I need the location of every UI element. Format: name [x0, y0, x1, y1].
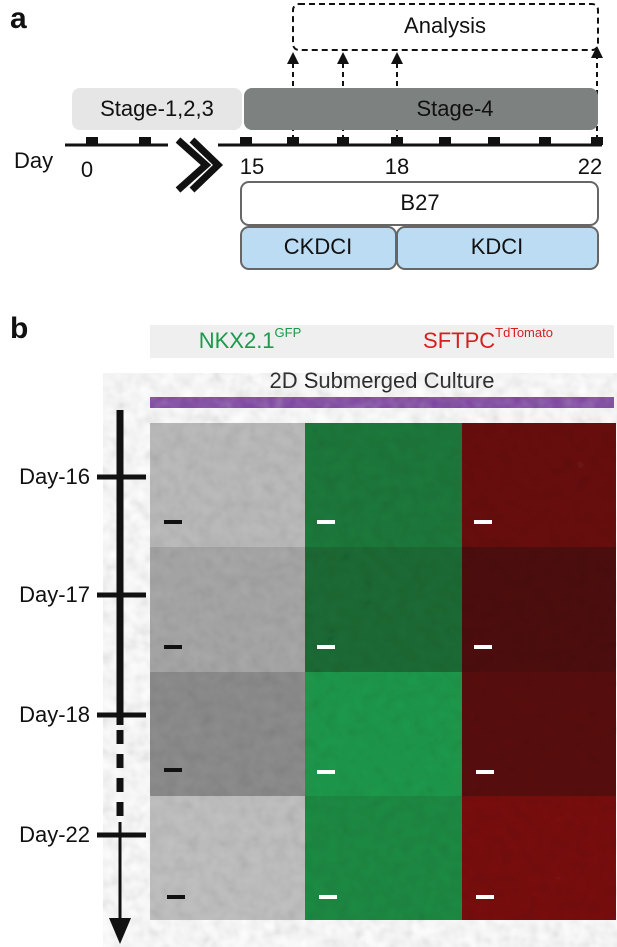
day-row-label: Day-16 [19, 464, 90, 489]
day-row-label: Day-17 [19, 582, 90, 607]
marker-text: SFTPCTdTomato [423, 325, 553, 352]
panel-label: b [10, 312, 28, 345]
day-row-label: Day-22 [19, 822, 90, 847]
medium-text: B27 [400, 190, 439, 215]
scale-bars [164, 520, 494, 899]
day-tick: 18 [385, 154, 409, 179]
stage-box [244, 88, 598, 130]
day-label: Day [14, 148, 53, 173]
medium-box [396, 226, 599, 270]
stage-box [72, 88, 242, 130]
day-row-label: Day-18 [19, 702, 90, 727]
marker-header [150, 325, 614, 358]
marker-sup: GFP [275, 325, 302, 340]
culture-text: 2D Submerged Culture [269, 368, 494, 393]
medium-text: KDCI [471, 234, 524, 259]
timeline-ticks [86, 137, 603, 145]
timeline-break [168, 130, 224, 202]
marker-name: SFTPC [423, 328, 495, 353]
medium-box [240, 181, 599, 226]
marker-text: NKX2.1GFP [199, 325, 302, 352]
day-tick: 22 [578, 154, 602, 179]
marker-sup: TdTomato [495, 325, 553, 340]
day-tick: 0 [81, 157, 93, 182]
medium-text: CKDCI [284, 234, 352, 259]
marker-name: NKX2.1 [199, 328, 275, 353]
analysis-box [292, 3, 599, 51]
analysis-text: Analysis [404, 13, 486, 38]
time-arrow [97, 410, 146, 944]
panel-label: a [10, 2, 27, 35]
image-grid [150, 423, 616, 920]
day-tick: 15 [240, 154, 264, 179]
stage-text: Stage-4 [416, 96, 493, 121]
stage-text: Stage-1,2,3 [100, 96, 214, 121]
culture-bar [150, 397, 614, 408]
